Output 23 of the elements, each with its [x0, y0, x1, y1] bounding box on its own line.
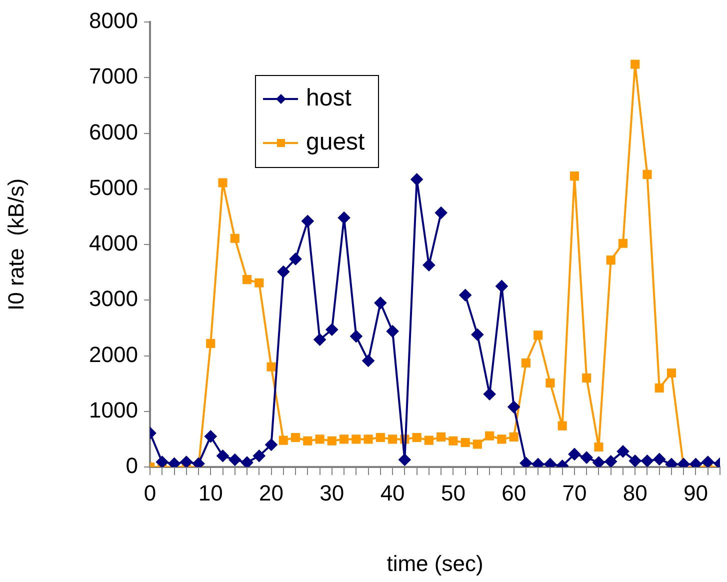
x-tick-label: 90 [684, 480, 708, 506]
y-tick-label: 1000 [89, 397, 138, 422]
y-tick-label: 0 [126, 453, 138, 478]
x-tick-label: 20 [259, 480, 284, 506]
y-axis-title: I0 rate (kB/s) [3, 178, 28, 311]
y-tick-label: 7000 [89, 64, 138, 89]
x-tick-label: 70 [562, 480, 587, 506]
y-tick-label: 4000 [89, 230, 138, 256]
x-tick-label: 0 [144, 480, 156, 506]
y-tick-label: 2000 [89, 342, 138, 367]
y-tick-label: 8000 [89, 8, 138, 34]
x-tick-label: 80 [622, 480, 648, 506]
x-tick-label: 50 [440, 480, 466, 506]
x-axis-title: time (sec) [386, 550, 484, 576]
legend-label: host [306, 84, 352, 112]
legend-label: guest [306, 128, 366, 156]
x-tick-label: 60 [502, 480, 526, 506]
x-tick-label: 30 [320, 480, 344, 506]
y-tick-label: 3000 [89, 286, 138, 312]
x-tick-label: 40 [380, 480, 405, 506]
y-tick-label: 6000 [89, 119, 138, 144]
y-tick-label: 5000 [89, 174, 138, 200]
x-tick-label: 10 [198, 480, 223, 506]
